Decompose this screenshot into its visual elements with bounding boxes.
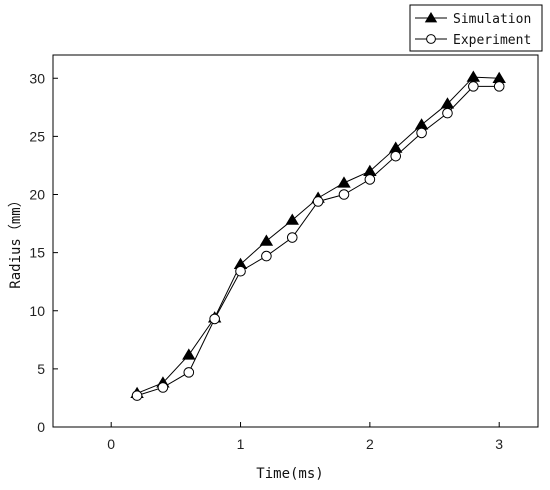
data-point-experiment: [468, 81, 479, 92]
y-tick-label: 5: [37, 361, 45, 377]
y-tick-label: 15: [29, 245, 45, 261]
legend-entry-experiment: Experiment: [415, 33, 531, 48]
x-tick-label: 1: [237, 436, 245, 452]
data-point-experiment: [416, 127, 427, 139]
legend-entry-simulation: Simulation: [415, 11, 531, 27]
x-tick-label: 2: [366, 436, 374, 452]
y-tick-label: 10: [29, 303, 45, 319]
data-point-simulation: [182, 348, 196, 360]
data-point-simulation: [285, 213, 299, 225]
y-tick-label: 30: [29, 70, 45, 86]
data-point-experiment: [235, 265, 246, 277]
series-layer: [130, 70, 506, 401]
data-point-experiment: [286, 232, 298, 243]
series-simulation: [130, 70, 506, 399]
y-axis-title: Radius（mm）: [8, 193, 24, 288]
data-point-experiment: [157, 382, 169, 393]
x-tick-label: 0: [107, 436, 115, 452]
data-point-experiment: [183, 367, 195, 378]
data-point-simulation: [259, 234, 274, 246]
data-point-experiment: [131, 390, 143, 401]
data-point-experiment: [442, 107, 453, 119]
data-point-simulation: [466, 70, 481, 82]
plot-frame: [52, 54, 539, 428]
legend-marker-simulation: [424, 11, 438, 23]
y-tick-label: 20: [29, 187, 45, 203]
series-experiment: [131, 81, 505, 401]
data-point-simulation: [337, 176, 351, 188]
y-tick-label: 0: [37, 419, 45, 435]
data-point-experiment: [209, 313, 220, 325]
data-point-experiment: [390, 150, 402, 162]
legend-marker-experiment: [426, 34, 436, 44]
series-line-experiment: [136, 85, 500, 397]
data-point-experiment: [338, 189, 350, 200]
data-point-simulation: [414, 118, 429, 130]
legend: Simulation Experiment: [409, 4, 543, 52]
data-point-experiment: [312, 196, 324, 207]
data-point-simulation: [492, 71, 506, 83]
data-point-experiment: [364, 174, 376, 185]
y-tick-label: 25: [29, 128, 45, 144]
legend-label-experiment: Experiment: [453, 33, 531, 48]
x-tick-label: 3: [495, 436, 503, 452]
x-axis-title: Time(ms): [256, 466, 323, 482]
data-point-experiment: [493, 81, 505, 92]
data-point-experiment: [261, 250, 272, 262]
series-line-simulation: [136, 76, 500, 394]
legend-label-simulation: Simulation: [453, 12, 531, 27]
